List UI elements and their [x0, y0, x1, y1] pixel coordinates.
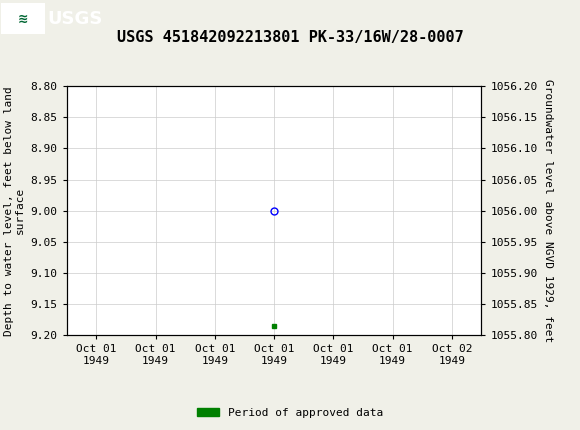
Y-axis label: Depth to water level, feet below land
surface: Depth to water level, feet below land su… [3, 86, 25, 335]
Y-axis label: Groundwater level above NGVD 1929, feet: Groundwater level above NGVD 1929, feet [543, 79, 553, 342]
Legend: Period of approved data: Period of approved data [193, 403, 387, 422]
Text: USGS 451842092213801 PK-33/16W/28-0007: USGS 451842092213801 PK-33/16W/28-0007 [117, 30, 463, 45]
Text: ≋: ≋ [17, 12, 28, 25]
FancyBboxPatch shape [1, 3, 45, 34]
Text: USGS: USGS [48, 10, 103, 28]
